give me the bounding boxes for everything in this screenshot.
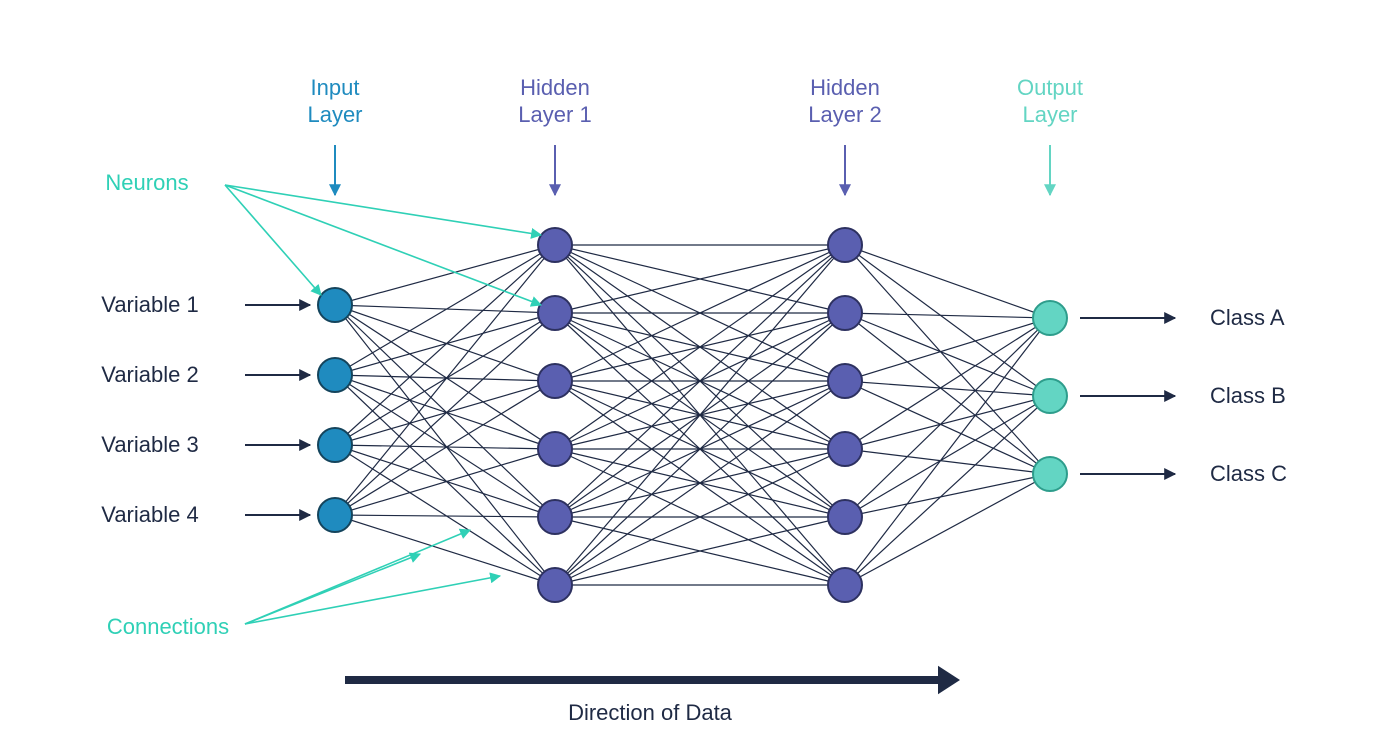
- connection-edge: [845, 313, 1050, 318]
- input-neuron: [318, 288, 352, 322]
- input-neuron: [318, 358, 352, 392]
- hidden2-layer-title-line2: Layer 2: [808, 102, 881, 127]
- edges-group: [335, 245, 1050, 585]
- hidden1-neuron: [538, 432, 572, 466]
- hidden1-neuron: [538, 568, 572, 602]
- output-neuron: [1033, 379, 1067, 413]
- output-layer-title-line2: Layer: [1022, 102, 1077, 127]
- connection-edge: [845, 396, 1050, 517]
- connection-edge: [335, 305, 555, 313]
- connection-edge: [845, 245, 1050, 474]
- connection-edge: [845, 381, 1050, 474]
- input-layer-title-line2: Layer: [307, 102, 362, 127]
- direction-arrow-head-icon: [938, 666, 960, 695]
- hidden1-neuron: [538, 500, 572, 534]
- hidden2-layer-title-line1: Hidden: [810, 75, 880, 100]
- input-variable-label: Variable 2: [101, 362, 198, 387]
- connections-annotation-arrow-icon: [245, 576, 500, 624]
- connection-edge: [845, 245, 1050, 396]
- connection-edge: [335, 445, 555, 517]
- hidden2-neuron: [828, 432, 862, 466]
- output-class-label: Class B: [1210, 383, 1286, 408]
- input-variable-label: Variable 1: [101, 292, 198, 317]
- connection-edge: [845, 449, 1050, 474]
- connection-edge: [335, 449, 555, 515]
- input-variable-label: Variable 3: [101, 432, 198, 457]
- neurons-annotation-arrow-icon: [225, 185, 321, 295]
- hidden1-neuron: [538, 228, 572, 262]
- connection-edge: [845, 318, 1050, 381]
- connection-edge: [335, 305, 555, 449]
- connection-edge: [845, 318, 1050, 517]
- output-layer-title-line1: Output: [1017, 75, 1083, 100]
- neurons-annotation-arrow-icon: [225, 185, 541, 235]
- connection-edge: [845, 245, 1050, 318]
- hidden1-neuron: [538, 364, 572, 398]
- connection-edge: [845, 474, 1050, 517]
- output-class-label: Class C: [1210, 461, 1287, 486]
- hidden2-neuron: [828, 364, 862, 398]
- hidden1-neuron: [538, 296, 572, 330]
- hidden2-neuron: [828, 568, 862, 602]
- hidden2-neuron: [828, 228, 862, 262]
- hidden2-neuron: [828, 296, 862, 330]
- connection-edge: [335, 375, 555, 449]
- direction-label: Direction of Data: [568, 700, 733, 725]
- connection-edge: [335, 245, 555, 375]
- connections-annotation-label: Connections: [107, 614, 229, 639]
- input-neuron: [318, 428, 352, 462]
- connection-edge: [335, 381, 555, 445]
- hidden1-layer-title-line1: Hidden: [520, 75, 590, 100]
- hidden1-layer-title-line2: Layer 1: [518, 102, 591, 127]
- input-variable-label: Variable 4: [101, 502, 198, 527]
- hidden2-neuron: [828, 500, 862, 534]
- connection-edge: [335, 375, 555, 585]
- output-neuron: [1033, 301, 1067, 335]
- connection-edge: [335, 313, 555, 445]
- connection-edge: [845, 396, 1050, 449]
- input-layer-title-line1: Input: [311, 75, 360, 100]
- neurons-annotation-arrow-icon: [225, 185, 541, 305]
- input-neuron: [318, 498, 352, 532]
- output-class-label: Class A: [1210, 305, 1285, 330]
- connection-edge: [845, 318, 1050, 585]
- neurons-annotation-label: Neurons: [105, 170, 188, 195]
- output-neuron: [1033, 457, 1067, 491]
- connections-annotation-arrow-icon: [245, 530, 470, 624]
